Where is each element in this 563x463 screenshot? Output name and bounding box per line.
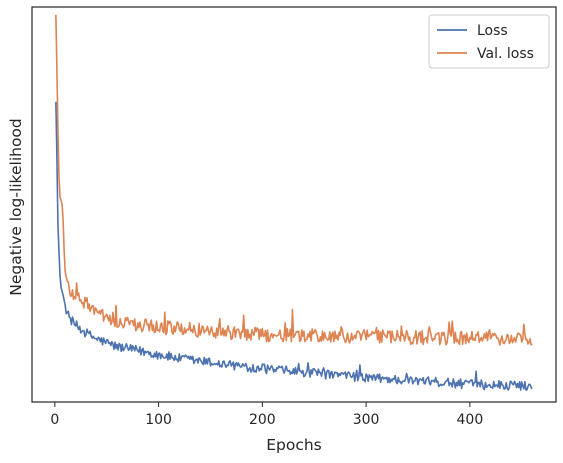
legend-box (428, 14, 550, 69)
x-tick-label: 100 (145, 412, 172, 428)
x-tick-label: 400 (457, 412, 484, 428)
plot-frame (31, 6, 557, 403)
series-line-loss (55, 101, 533, 391)
legend-label-loss: Loss (477, 23, 508, 39)
x-tick-label: 0 (50, 412, 59, 428)
series-layer (55, 14, 533, 391)
legend: Loss Val. loss (428, 14, 550, 69)
x-axis-label: Epochs (266, 436, 322, 454)
x-tick-label: 300 (353, 412, 380, 428)
series-line-val-loss (55, 14, 533, 346)
legend-label-val-loss: Val. loss (477, 46, 534, 62)
y-axis-label: Negative log-likelihood (7, 118, 25, 296)
x-axis-ticks: 0 100 200 300 400 (50, 402, 483, 428)
x-tick-label: 200 (249, 412, 276, 428)
